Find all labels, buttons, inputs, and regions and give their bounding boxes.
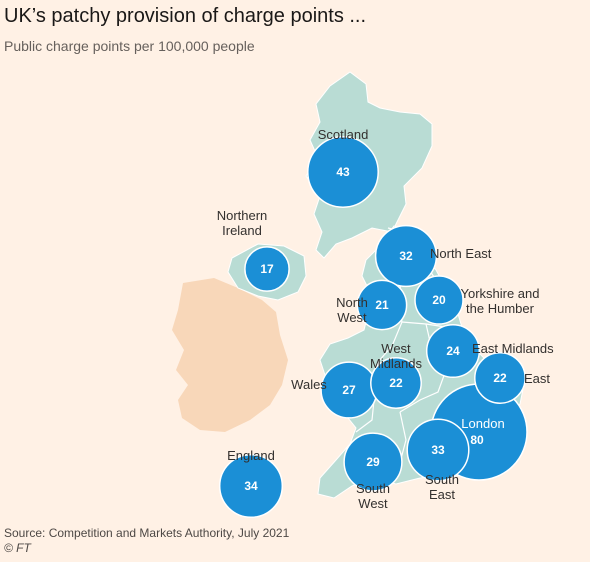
region-label-yorkshire: Yorkshire and the Humber xyxy=(460,286,539,316)
source-text: Source: Competition and Markets Authorit… xyxy=(4,526,290,540)
value-label-yorkshire: 20 xyxy=(432,293,446,307)
value-label-west-midlands: 22 xyxy=(389,376,403,390)
region-label-east: East xyxy=(524,371,550,386)
value-label-east: 22 xyxy=(493,371,507,385)
region-label-west-midlands: West Midlands xyxy=(370,341,423,371)
bubble-east-midlands xyxy=(425,323,481,379)
value-label-london: 80 xyxy=(470,433,484,447)
value-label-wales: 27 xyxy=(342,383,356,397)
region-label-northern-ireland: Northern Ireland xyxy=(217,208,268,238)
value-label-north-east: 32 xyxy=(399,249,413,263)
chart-title: UK’s patchy provision of charge points .… xyxy=(4,5,367,27)
ireland-landmass xyxy=(172,278,288,432)
source-note: Source: Competition and Markets Authorit… xyxy=(4,526,289,556)
value-label-east-midlands: 24 xyxy=(446,344,460,358)
value-label-scotland: 43 xyxy=(336,165,350,179)
region-label-south-east: South East xyxy=(425,472,459,502)
region-label-scotland: Scotland xyxy=(318,127,369,142)
value-label-south-west: 29 xyxy=(366,455,380,469)
region-label-london: London xyxy=(461,416,504,431)
bubble-northern-ireland xyxy=(244,246,290,292)
value-label-north-west: 21 xyxy=(375,298,389,312)
bubble-england xyxy=(218,453,284,519)
bubble-north-west xyxy=(356,279,408,331)
region-label-north-east: North East xyxy=(430,246,492,261)
bubble-yorkshire xyxy=(414,275,464,325)
bubble-south-east xyxy=(406,418,470,482)
bubble-south-west xyxy=(343,432,403,492)
credit-text: © FT xyxy=(4,541,31,555)
bubble-west-midlands xyxy=(370,357,422,409)
region-label-england: England xyxy=(227,448,275,463)
region-label-north-west: North West xyxy=(336,295,368,325)
bubble-scotland xyxy=(307,136,379,208)
value-label-south-east: 33 xyxy=(431,443,445,457)
bubble-north-east xyxy=(374,224,438,288)
region-label-south-west: South West xyxy=(356,481,390,511)
region-label-wales: Wales xyxy=(291,377,327,392)
bubble-east xyxy=(474,352,526,404)
value-label-england: 34 xyxy=(244,479,258,493)
chart-subtitle: Public charge points per 100,000 people xyxy=(4,38,255,54)
value-label-northern-ireland: 17 xyxy=(260,262,274,276)
region-label-east-midlands: East Midlands xyxy=(472,341,554,356)
